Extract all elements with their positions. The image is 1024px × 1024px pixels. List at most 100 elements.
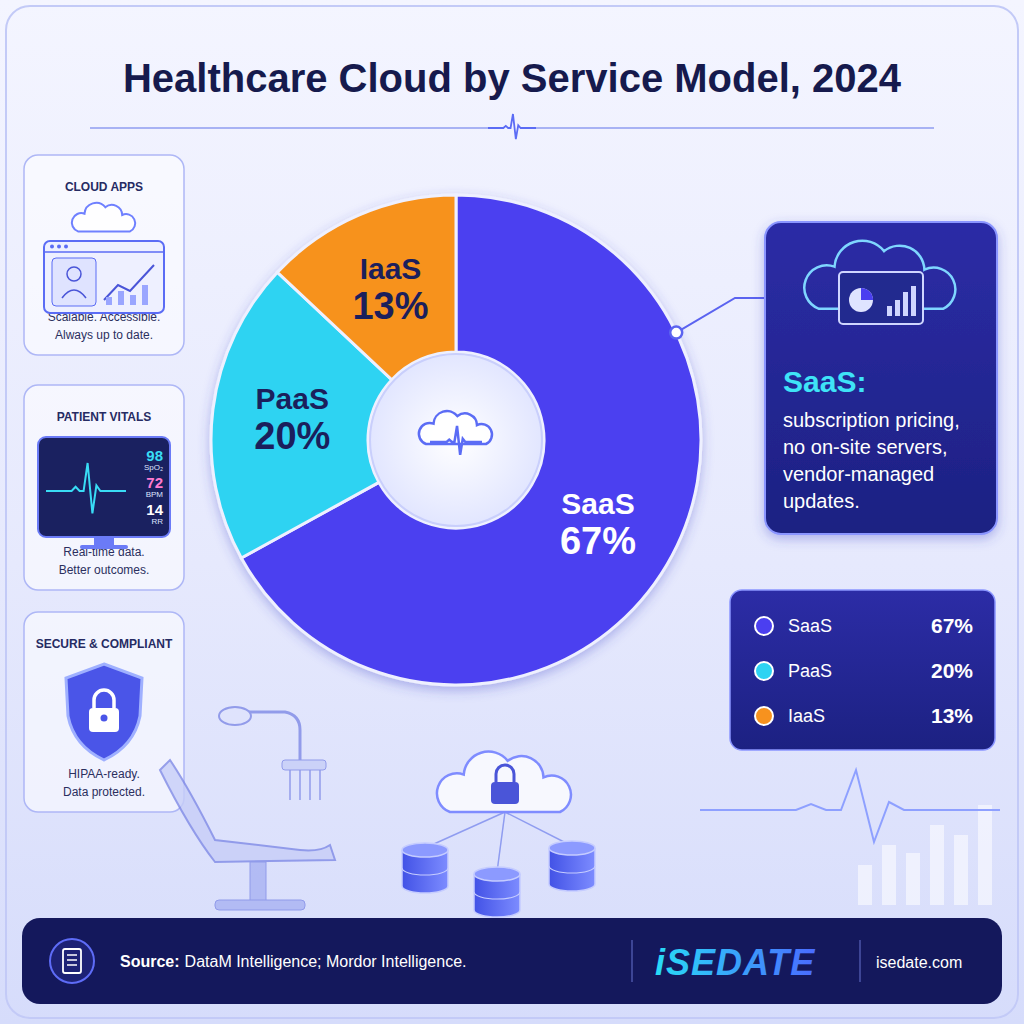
legend-box bbox=[730, 590, 995, 750]
slice-value-label: 67% bbox=[560, 520, 636, 562]
decoration bbox=[289, 770, 291, 800]
decoration bbox=[94, 690, 114, 708]
legend-value: 67% bbox=[931, 614, 973, 637]
decoration bbox=[118, 291, 124, 305]
decoration bbox=[63, 949, 81, 973]
decoration bbox=[67, 954, 77, 956]
panel-caption: Data protected. bbox=[63, 785, 145, 799]
center-heartbeat bbox=[430, 426, 482, 455]
decoration bbox=[474, 867, 520, 881]
decoration bbox=[497, 812, 505, 872]
decoration bbox=[50, 245, 54, 249]
decoration bbox=[319, 770, 321, 800]
decoration bbox=[402, 843, 448, 857]
footer: Source:DataM Intelligence; Mordor Intell… bbox=[22, 918, 1002, 1004]
brand: iSEDATE bbox=[655, 942, 815, 983]
decoration bbox=[67, 959, 77, 961]
legend-swatch bbox=[755, 707, 773, 725]
vital-value: 14 bbox=[146, 501, 163, 518]
decoration bbox=[101, 715, 108, 722]
callout-dot bbox=[670, 327, 682, 339]
donut-chart: SaaS67% PaaS20% IaaS13% bbox=[211, 195, 701, 685]
decoration bbox=[44, 251, 164, 253]
panel-box bbox=[24, 612, 184, 812]
bottom-decoration bbox=[160, 707, 1000, 917]
decoration bbox=[80, 545, 128, 549]
decoration bbox=[62, 290, 86, 298]
legend-value: 13% bbox=[931, 704, 973, 727]
decoration bbox=[978, 805, 992, 905]
slice-label: IaaS bbox=[360, 252, 422, 285]
decoration bbox=[67, 964, 77, 966]
decoration bbox=[160, 760, 335, 862]
decoration bbox=[142, 285, 148, 305]
legend-label: PaaS bbox=[788, 661, 832, 681]
vital-label: SpO₂ bbox=[144, 463, 163, 472]
callout-connector bbox=[676, 298, 765, 333]
panel-caption: Real-time data. bbox=[63, 545, 144, 559]
callout-text: subscription pricing, bbox=[783, 409, 960, 431]
legend: SaaS67%PaaS20%IaaS13% bbox=[730, 590, 995, 750]
cloud-apps-icon bbox=[44, 203, 164, 313]
shield-icon bbox=[66, 664, 142, 760]
decoration bbox=[861, 288, 873, 300]
footer-divider bbox=[631, 940, 633, 982]
panel-caption: Better outcomes. bbox=[59, 563, 150, 577]
decoration bbox=[903, 292, 908, 316]
callout-title: SaaS: bbox=[783, 365, 866, 398]
decoration bbox=[858, 865, 872, 905]
legend-swatch bbox=[755, 617, 773, 635]
decoration bbox=[50, 939, 94, 983]
decoration bbox=[46, 463, 126, 513]
callout-text: vendor-managed bbox=[783, 463, 934, 485]
decoration bbox=[282, 760, 326, 770]
panel-caption: HIPAA-ready. bbox=[68, 767, 140, 781]
url: isedate.com bbox=[876, 954, 962, 971]
dental-chair bbox=[160, 707, 335, 910]
panel-title: PATIENT VITALS bbox=[57, 410, 152, 424]
slice-label: SaaS bbox=[561, 487, 634, 520]
decoration bbox=[66, 664, 142, 760]
legend-label: SaaS bbox=[788, 616, 832, 636]
callout-text: no on-site servers, bbox=[783, 436, 948, 458]
vital-value: 72 bbox=[146, 474, 163, 491]
donut-center bbox=[370, 354, 542, 526]
footer-bar bbox=[22, 918, 1002, 1004]
decoration bbox=[954, 835, 968, 905]
decoration bbox=[245, 712, 300, 760]
source-icon bbox=[50, 939, 94, 983]
decoration bbox=[882, 845, 896, 905]
side-panel: SECURE & COMPLIANTHIPAA-ready.Data prote… bbox=[24, 612, 184, 812]
slice bbox=[241, 195, 701, 685]
callout-text: updates. bbox=[783, 490, 860, 512]
decoration bbox=[299, 770, 301, 800]
panel-box bbox=[24, 155, 184, 355]
decoration bbox=[250, 862, 266, 902]
decoration bbox=[549, 866, 595, 873]
decoration bbox=[38, 437, 170, 537]
side-panel: PATIENT VITALS Real-time data. Better outc… bbox=[24, 385, 184, 590]
decoration bbox=[219, 707, 251, 725]
background bbox=[0, 0, 1024, 1024]
vitals-monitor: 98SpO₂72BPM14RR bbox=[38, 437, 170, 549]
decoration bbox=[505, 812, 572, 846]
decoration bbox=[67, 267, 81, 281]
footer-divider bbox=[859, 940, 861, 982]
vital-label: RR bbox=[151, 517, 163, 526]
slice-label: PaaS bbox=[256, 382, 329, 415]
decoration bbox=[425, 812, 505, 848]
panel-caption: Always up to date. bbox=[55, 328, 153, 342]
decoration bbox=[549, 841, 595, 855]
database bbox=[402, 843, 448, 893]
decoration bbox=[491, 782, 519, 804]
infographic: Healthcare Cloud by Service Model, 2024C… bbox=[0, 0, 1024, 1024]
decoration bbox=[72, 203, 135, 232]
slice-value-label: 20% bbox=[254, 415, 330, 457]
decoration bbox=[94, 537, 114, 545]
frame bbox=[6, 6, 1018, 1018]
callout: SaaS: subscription pricing, no on-site ser… bbox=[765, 222, 997, 534]
slice-value-label: 13% bbox=[352, 285, 428, 327]
decoration bbox=[895, 300, 900, 316]
decoration bbox=[309, 770, 311, 800]
slice bbox=[277, 195, 456, 380]
